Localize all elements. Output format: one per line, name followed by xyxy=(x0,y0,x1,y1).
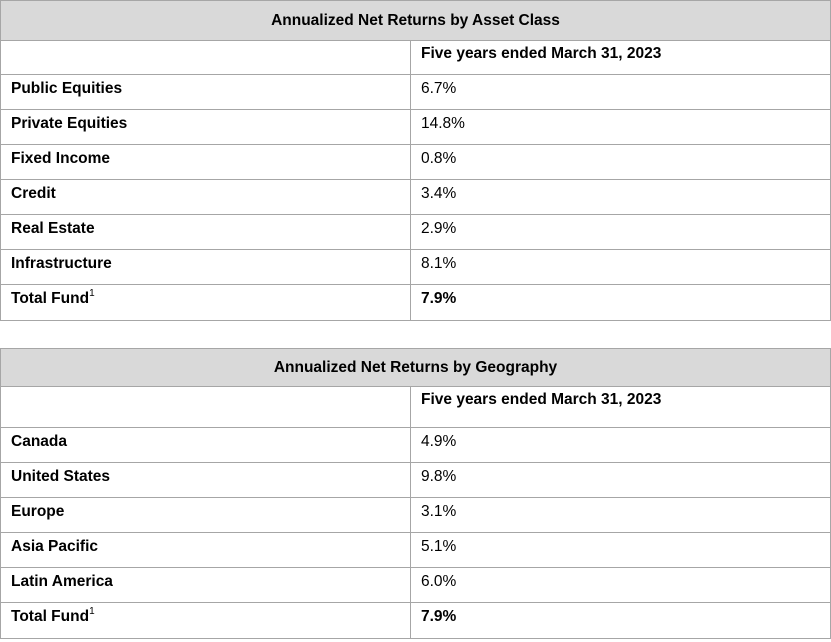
empty-header-cell xyxy=(0,40,411,75)
table-row: Credit 3.4% xyxy=(0,179,831,215)
row-value: 0.8% xyxy=(410,144,831,180)
table-row: Latin America 6.0% xyxy=(0,567,831,603)
row-value: 9.8% xyxy=(409,462,831,498)
row-label: Real Estate xyxy=(0,214,411,250)
row-label: United States xyxy=(0,462,411,498)
row-value: 5.1% xyxy=(409,532,831,568)
empty-header-cell xyxy=(0,386,411,428)
table-title-row: Annualized Net Returns by Geography xyxy=(0,348,831,387)
total-label-cell: Total Fund1 xyxy=(0,284,411,321)
table-title: Annualized Net Returns by Geography xyxy=(0,348,831,387)
row-label: Fixed Income xyxy=(0,144,411,180)
period-header: Five years ended March 31, 2023 xyxy=(409,386,831,428)
row-value: 3.4% xyxy=(410,179,831,215)
total-value: 7.9% xyxy=(410,284,831,321)
row-label: Infrastructure xyxy=(0,249,411,285)
row-value: 14.8% xyxy=(410,109,831,145)
footnote-marker: 1 xyxy=(89,605,95,617)
row-value: 3.1% xyxy=(409,497,831,533)
table-row: Asia Pacific 5.1% xyxy=(0,532,831,568)
total-row: Total Fund1 7.9% xyxy=(0,602,831,639)
row-value: 6.7% xyxy=(410,74,831,110)
row-value: 8.1% xyxy=(410,249,831,285)
table-title-row: Annualized Net Returns by Asset Class xyxy=(0,0,831,41)
table-header-row: Five years ended March 31, 2023 xyxy=(0,386,831,428)
total-label: Total Fund xyxy=(11,608,90,625)
table-title: Annualized Net Returns by Asset Class xyxy=(0,0,831,41)
total-value: 7.9% xyxy=(409,602,831,639)
table-row: United States 9.8% xyxy=(0,462,831,498)
row-value: 2.9% xyxy=(410,214,831,250)
table-header-row: Five years ended March 31, 2023 xyxy=(0,40,831,75)
row-label: Latin America xyxy=(0,567,411,603)
footnote-marker: 1 xyxy=(89,287,95,299)
total-label-cell: Total Fund1 xyxy=(0,602,411,639)
table-row: Fixed Income 0.8% xyxy=(0,144,831,180)
asset-class-returns-table: Annualized Net Returns by Asset Class Fi… xyxy=(0,0,831,321)
row-value: 6.0% xyxy=(409,567,831,603)
row-label: Public Equities xyxy=(0,74,411,110)
row-label: Credit xyxy=(0,179,411,215)
table-row: Infrastructure 8.1% xyxy=(0,249,831,285)
total-label: Total Fund xyxy=(11,290,90,307)
row-label: Europe xyxy=(0,497,411,533)
table-row: Canada 4.9% xyxy=(0,427,831,463)
geography-returns-table: Annualized Net Returns by Geography Five… xyxy=(0,348,831,639)
row-label: Private Equities xyxy=(0,109,411,145)
table-row: Public Equities 6.7% xyxy=(0,74,831,110)
total-row: Total Fund1 7.9% xyxy=(0,284,831,321)
row-label: Asia Pacific xyxy=(0,532,411,568)
row-label: Canada xyxy=(0,427,411,463)
table-row: Europe 3.1% xyxy=(0,497,831,533)
period-header: Five years ended March 31, 2023 xyxy=(410,40,831,75)
table-row: Real Estate 2.9% xyxy=(0,214,831,250)
table-row: Private Equities 14.8% xyxy=(0,109,831,145)
row-value: 4.9% xyxy=(409,427,831,463)
